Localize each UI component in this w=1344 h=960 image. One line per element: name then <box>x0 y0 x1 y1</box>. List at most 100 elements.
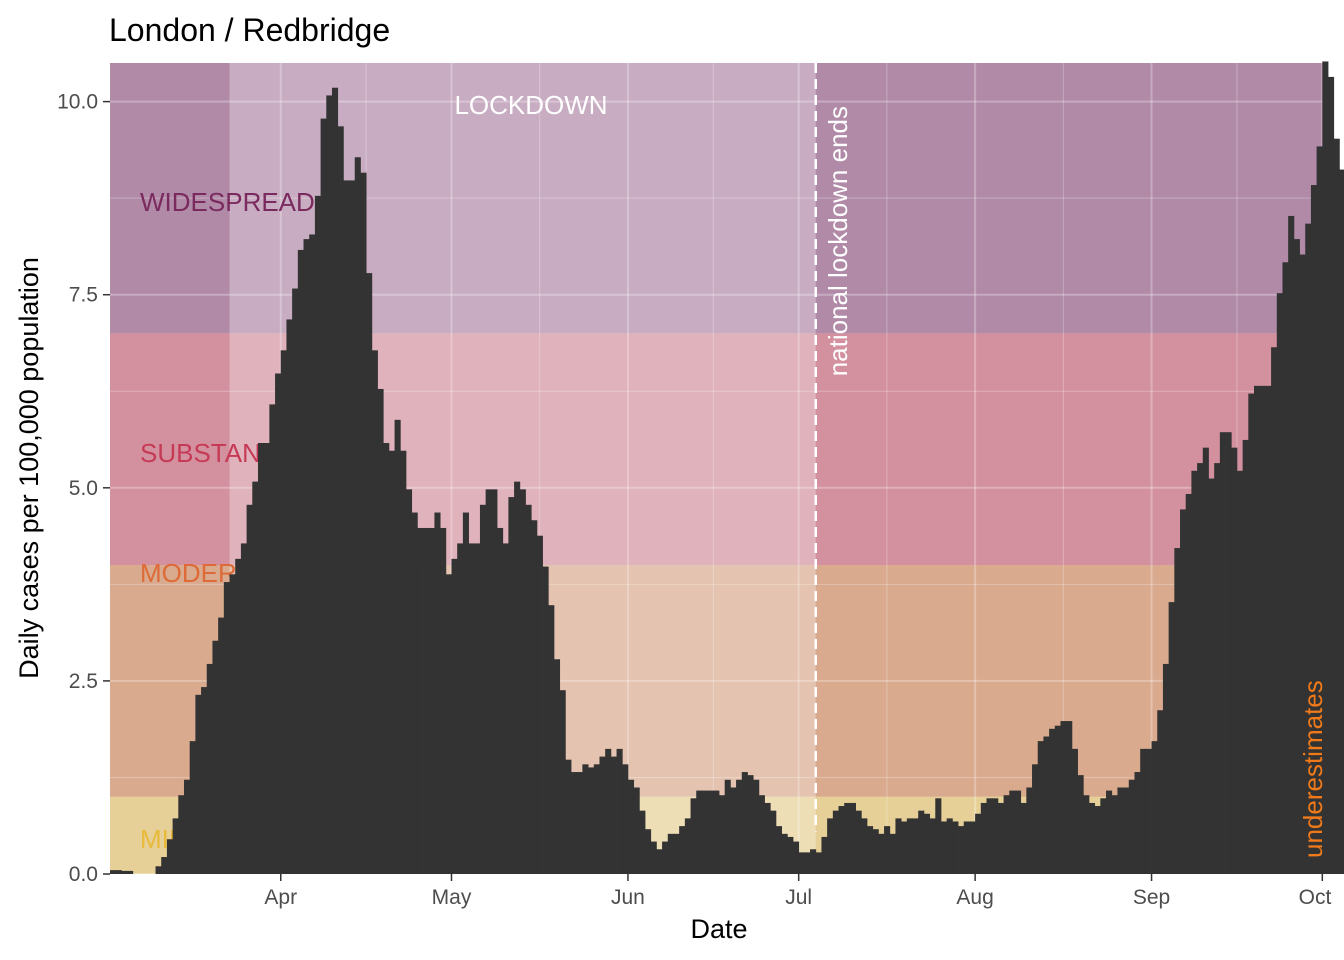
bar <box>656 849 663 874</box>
bar <box>1037 741 1044 874</box>
bar <box>1208 478 1215 874</box>
bar <box>1128 779 1135 874</box>
bar <box>309 234 316 874</box>
bar <box>736 779 743 874</box>
bar <box>1083 795 1090 874</box>
bar <box>1060 721 1067 874</box>
bar <box>1020 802 1027 874</box>
bar <box>667 833 674 874</box>
bar <box>1322 61 1329 874</box>
bar <box>1014 790 1022 874</box>
bar <box>354 157 361 874</box>
bar <box>1111 795 1118 874</box>
bar <box>1049 728 1056 874</box>
y-tick-label: 2.5 <box>69 670 98 693</box>
bar <box>189 741 196 874</box>
bar <box>1088 802 1096 874</box>
bar <box>559 690 566 874</box>
bar <box>1003 795 1010 874</box>
bar <box>838 806 845 874</box>
bar <box>1299 254 1306 874</box>
bar <box>1123 787 1130 874</box>
bar <box>212 640 219 874</box>
plot-panel: WIDESPREADSUBSTANTIALMODERATEMILD LOCKDO… <box>110 61 1344 875</box>
bar <box>303 239 310 875</box>
bar <box>929 818 936 874</box>
bar <box>275 373 282 874</box>
bar <box>650 841 657 874</box>
bar <box>1328 76 1335 875</box>
bar <box>707 790 714 874</box>
bar <box>696 790 703 874</box>
bar <box>963 821 970 874</box>
bar <box>1106 790 1113 874</box>
bar <box>172 818 179 874</box>
bar <box>980 802 987 874</box>
bar <box>155 866 162 874</box>
bar <box>178 795 185 874</box>
bar <box>394 419 401 874</box>
bar <box>257 443 265 874</box>
bar <box>1026 787 1033 874</box>
bar <box>1310 185 1318 874</box>
bar <box>1202 447 1209 874</box>
bar <box>940 821 948 874</box>
bar <box>286 319 293 874</box>
bar <box>690 798 697 874</box>
bar <box>627 779 635 874</box>
bar <box>1145 748 1152 874</box>
bar <box>633 787 640 874</box>
bar <box>195 694 202 874</box>
bar <box>952 821 959 874</box>
bar <box>491 489 498 874</box>
bar <box>440 527 447 874</box>
x-tick-label: May <box>432 886 472 909</box>
bar <box>1339 169 1344 875</box>
bar <box>576 772 583 874</box>
bar <box>775 826 783 874</box>
bar <box>536 535 543 874</box>
bar <box>411 512 418 874</box>
bar <box>183 779 191 874</box>
bar <box>479 504 487 874</box>
bar <box>331 87 339 875</box>
bar <box>895 818 902 874</box>
bar <box>1316 146 1323 875</box>
underestimates-label: underestimates <box>1298 680 1328 858</box>
bar <box>1276 293 1283 874</box>
bar <box>320 118 327 874</box>
bar <box>701 790 709 874</box>
y-tick-label: 5.0 <box>69 477 98 500</box>
bar <box>462 512 469 874</box>
bar <box>1157 710 1164 874</box>
bar <box>371 350 378 875</box>
bar <box>878 833 885 874</box>
bar <box>1242 439 1249 874</box>
bar <box>417 527 424 874</box>
bar <box>872 829 879 874</box>
bar <box>849 802 856 874</box>
bar <box>280 350 287 875</box>
bar <box>923 813 930 874</box>
bar <box>1174 548 1181 874</box>
bar <box>1265 385 1272 874</box>
x-tick-label: Jul <box>785 886 812 909</box>
bar <box>468 543 475 874</box>
bar <box>884 826 891 874</box>
bar <box>747 775 754 874</box>
bar <box>1071 748 1078 874</box>
bar <box>969 821 976 874</box>
bar <box>201 687 208 874</box>
bar <box>1043 736 1050 874</box>
bar <box>110 870 117 874</box>
bar <box>127 870 134 874</box>
bar <box>1271 347 1278 874</box>
bar <box>1094 806 1101 874</box>
bar <box>246 504 253 874</box>
bar <box>1009 790 1016 874</box>
bar <box>1077 775 1084 874</box>
bar <box>758 795 765 874</box>
bar <box>679 826 686 874</box>
bar <box>1168 602 1175 874</box>
bar <box>269 404 276 874</box>
